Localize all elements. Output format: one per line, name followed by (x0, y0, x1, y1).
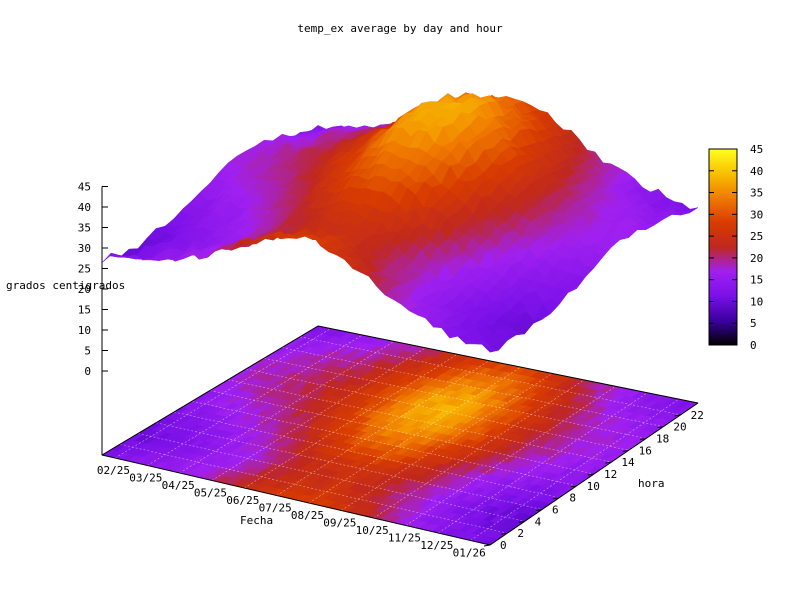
y-tick-label: 12 (604, 468, 617, 481)
y-tick-mark (483, 544, 491, 547)
z-tick-label: 35 (78, 222, 91, 235)
x-axis-line (101, 454, 491, 546)
z-tick-label: 15 (78, 304, 91, 317)
z-tick-label: 45 (78, 181, 91, 194)
x-tick-label: 08/25 (291, 509, 324, 522)
colorbar-tick-label: 45 (750, 143, 763, 156)
colorbar-tick-label: 15 (750, 274, 763, 287)
y-tick-label: 2 (517, 527, 524, 540)
x-tick-label: 10/25 (356, 524, 389, 537)
far-axis-line (317, 325, 699, 404)
surface (101, 92, 699, 353)
y-axis-label: hora (638, 477, 665, 490)
colorbar-tick-label: 35 (750, 187, 763, 200)
y-tick-mark (622, 449, 629, 452)
colorbar-tick-label: 10 (750, 295, 763, 308)
surface-facet (101, 252, 120, 263)
colorbar-tick-label: 30 (750, 208, 763, 221)
base-grid (101, 328, 681, 546)
chart-title: temp_ex average by day and hour (297, 22, 503, 35)
colorbar-tick-label: 40 (750, 165, 763, 178)
z-tick-label: 0 (84, 365, 91, 378)
colorbar-tick-label: 20 (750, 252, 763, 265)
x-axis: 02/2503/2504/2505/2506/2507/2508/2509/25… (97, 464, 486, 560)
grid-line-y (173, 411, 560, 498)
x-tick-label: 07/25 (259, 502, 292, 515)
y-tick-label: 8 (569, 492, 576, 505)
heatmap-projection (101, 325, 699, 546)
x-tick-label: 11/25 (388, 532, 421, 545)
y-tick-mark (605, 461, 612, 464)
x-tick-label: 01/26 (453, 547, 486, 560)
y-tick-mark (535, 509, 543, 511)
z-tick-label: 5 (84, 345, 91, 358)
grid-line-y (263, 357, 647, 439)
z-tick-label: 30 (78, 242, 91, 255)
z-tick-label: 10 (78, 324, 91, 337)
colorbar-tick-label: 0 (750, 339, 757, 352)
x-tick-label: 09/25 (323, 517, 356, 530)
x-axis-label: Fecha (240, 514, 273, 527)
grid-line-y (209, 390, 595, 475)
grid-line-y (191, 400, 577, 487)
x-tick-label: 03/25 (129, 472, 162, 485)
grid-line-y (281, 347, 664, 427)
back-axis-line (101, 325, 319, 456)
grid-line-y (299, 336, 681, 416)
colorbar-tick-label: 25 (750, 230, 763, 243)
grid-line-y (155, 422, 543, 510)
y-tick-mark (570, 485, 577, 488)
z-tick-label: 20 (78, 283, 91, 296)
y-tick-mark (553, 497, 560, 500)
z-tick-label: 25 (78, 263, 91, 276)
y-tick-mark (674, 414, 681, 417)
x-tick-label: 05/25 (194, 487, 227, 500)
y-tick-label: 0 (500, 539, 507, 552)
y-tick-label: 6 (552, 504, 559, 517)
z-tick-label: 40 (78, 201, 91, 214)
grid-line-y (227, 379, 612, 463)
y-tick-label: 22 (691, 409, 704, 422)
x-tick-label: 04/25 (162, 479, 195, 492)
x-tick-label: 02/25 (97, 464, 130, 477)
z-axis: 0 5 10 15 20 25 30 35 40 45 (78, 181, 108, 455)
y-tick-mark (639, 438, 647, 440)
x-tick-label: 06/25 (226, 494, 259, 507)
y-tick-mark (518, 520, 525, 523)
y-tick-label: 16 (639, 444, 652, 457)
y-tick-mark (587, 473, 595, 476)
x-tick-label: 12/25 (420, 539, 453, 552)
y-tick-mark (501, 532, 508, 535)
colorbar-tick-label: 5 (750, 317, 757, 330)
y-tick-label: 4 (535, 515, 542, 528)
y-tick-label: 10 (587, 480, 600, 493)
z-axis-label: grados centigrados (6, 279, 125, 292)
surface-facet (481, 344, 500, 353)
colorbar: 0 5 10 15 20 25 30 35 40 45 (708, 143, 763, 352)
y-tick-label: 18 (656, 433, 669, 446)
colorbar-strip (708, 148, 738, 346)
y-tick-mark (657, 426, 664, 429)
y-tick-label: 20 (673, 421, 686, 434)
grid-line-y (245, 368, 629, 451)
y-tick-label: 14 (621, 456, 635, 469)
